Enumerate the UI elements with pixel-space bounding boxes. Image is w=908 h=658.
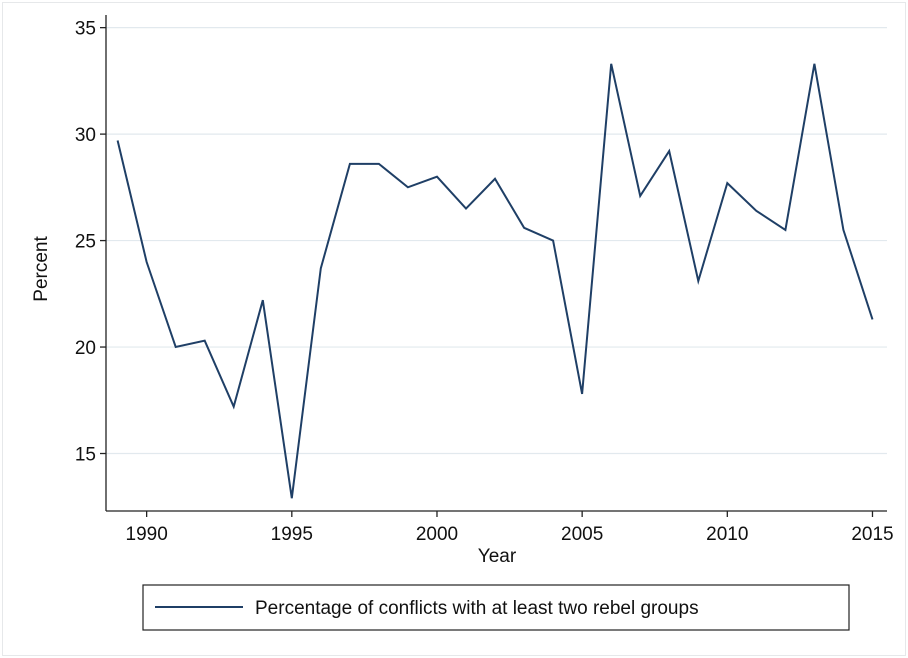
legend-label: Percentage of conflicts with at least tw… — [255, 598, 699, 619]
y-tick-label-20: 20 — [75, 338, 96, 359]
y-tick-label-15: 15 — [75, 445, 96, 466]
y-tick-label-30: 30 — [75, 125, 96, 146]
x-axis-title: Year — [478, 546, 517, 567]
x-tick-label-2010: 2010 — [706, 524, 748, 545]
legend-box — [142, 584, 850, 631]
x-tick-label-2005: 2005 — [561, 524, 603, 545]
series-layer — [116, 63, 874, 499]
x-tick-label-2015: 2015 — [851, 524, 893, 545]
y-axis-title: Percent — [31, 236, 52, 302]
series-line-0 — [116, 63, 874, 499]
x-tick-label-1990: 1990 — [126, 524, 168, 545]
axes: 15 20 25 30 35 1990 1995 2000 2005 2010 2015 — [75, 15, 894, 545]
y-tick-label-25: 25 — [75, 232, 96, 253]
x-tick-label-1995: 1995 — [271, 524, 313, 545]
x-tick-label-2000: 2000 — [416, 524, 458, 545]
legend: Percentage of conflicts with at least tw… — [142, 584, 850, 631]
y-tick-label-35: 35 — [75, 19, 96, 40]
gridlines — [106, 27, 887, 455]
